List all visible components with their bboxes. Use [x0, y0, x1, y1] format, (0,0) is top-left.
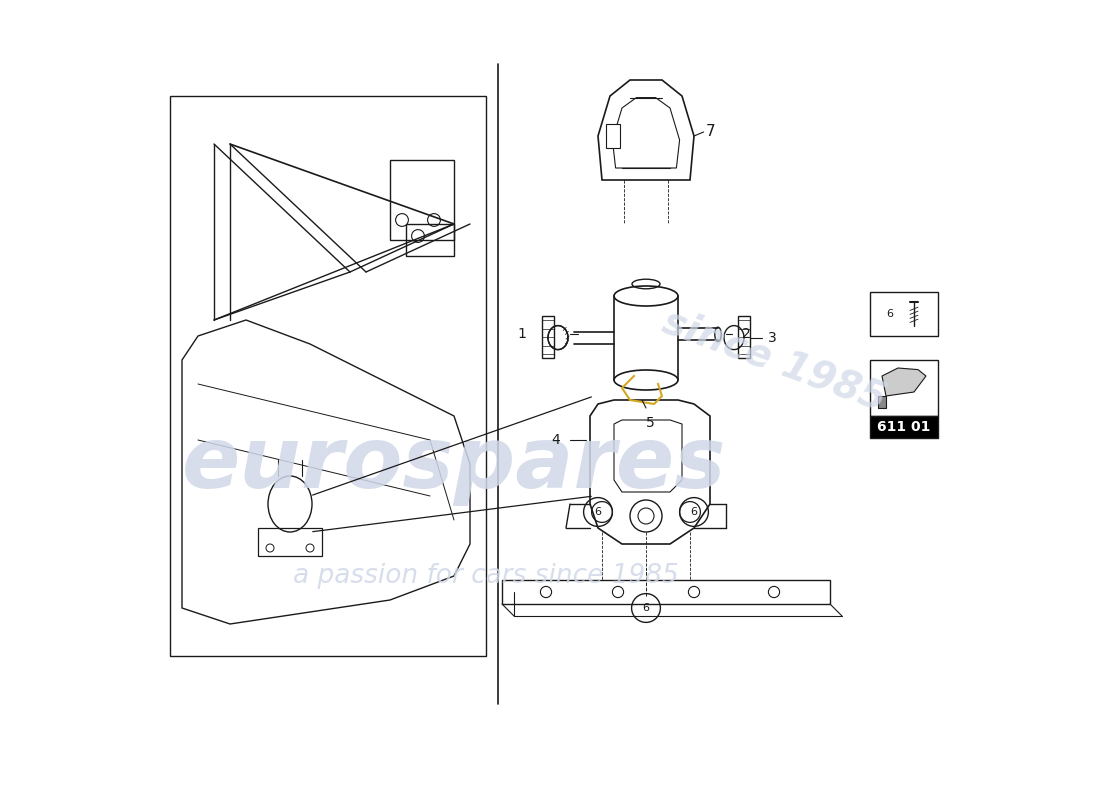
Text: 4: 4: [551, 433, 560, 447]
Text: 1: 1: [518, 326, 527, 341]
Text: 6: 6: [887, 309, 893, 318]
Bar: [870, 416, 938, 438]
Text: 6: 6: [691, 507, 697, 517]
Text: 611 01: 611 01: [878, 420, 931, 434]
Bar: [870, 292, 938, 336]
Bar: [606, 124, 620, 148]
Text: eurospares: eurospares: [182, 422, 726, 506]
Text: 2: 2: [742, 326, 750, 341]
Polygon shape: [882, 368, 926, 396]
Bar: [870, 360, 938, 416]
Text: a passion for cars since 1985: a passion for cars since 1985: [293, 563, 679, 589]
Polygon shape: [878, 396, 886, 408]
Text: 6: 6: [642, 603, 649, 613]
Text: 5: 5: [646, 416, 654, 430]
Text: 6: 6: [594, 507, 602, 517]
Bar: [390, 160, 454, 240]
Bar: [406, 224, 454, 256]
Text: since 1985: since 1985: [657, 302, 891, 418]
Bar: [258, 528, 322, 556]
Text: 3: 3: [768, 330, 777, 345]
Text: 7: 7: [706, 125, 716, 139]
